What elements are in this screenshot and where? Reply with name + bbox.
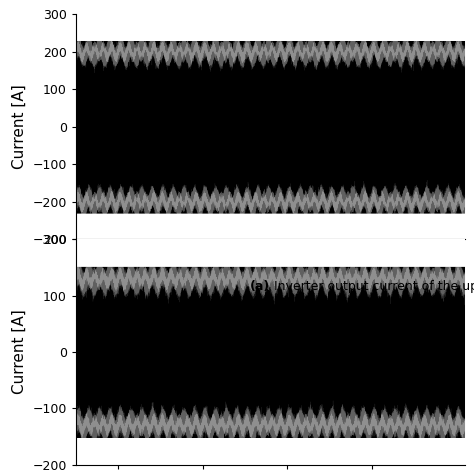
Text: (a): (a): [250, 280, 270, 292]
Y-axis label: Current [A]: Current [A]: [12, 310, 27, 394]
X-axis label: Time [ms]: Time [ms]: [232, 267, 309, 282]
Y-axis label: Current [A]: Current [A]: [12, 84, 27, 169]
Text: Inverter output current of the upper coil: Inverter output current of the upper coi…: [270, 280, 474, 292]
